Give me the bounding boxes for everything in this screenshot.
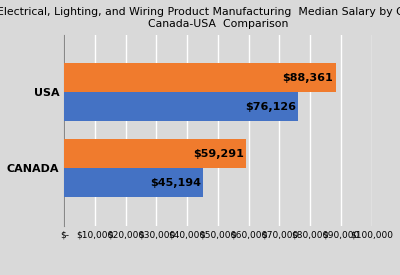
Text: $88,361: $88,361 <box>282 73 333 82</box>
Text: $76,126: $76,126 <box>245 101 296 112</box>
Bar <box>64 92 298 121</box>
Text: $59,291: $59,291 <box>193 149 244 159</box>
Bar <box>64 63 336 92</box>
Bar <box>64 139 246 168</box>
Title: Electrical, Lighting, and Wiring Product Manufacturing  Median Salary by Gender:: Electrical, Lighting, and Wiring Product… <box>0 7 400 29</box>
Bar <box>64 168 203 197</box>
Text: $45,194: $45,194 <box>150 178 201 188</box>
